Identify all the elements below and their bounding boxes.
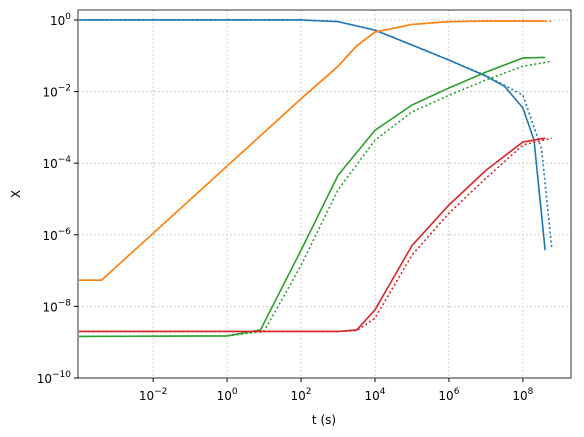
x-tick-label: 10−2 — [139, 387, 168, 403]
x-axis-label: t (s) — [312, 413, 336, 427]
x-tick-label: 108 — [512, 387, 533, 403]
series-line — [79, 20, 552, 281]
x-tick-label: 104 — [364, 387, 385, 403]
series-line — [79, 19, 553, 248]
y-tick-label: 10−6 — [42, 227, 71, 243]
y-tick-label: 10−2 — [42, 84, 71, 100]
y-tick-label: 10−8 — [42, 298, 71, 314]
plot-frame — [77, 9, 572, 379]
y-axis-label: X — [9, 190, 23, 198]
series-line — [79, 19, 546, 251]
series-line — [79, 137, 546, 333]
series-line — [79, 20, 546, 281]
x-tick-label: 100 — [217, 387, 238, 403]
x-tick-label: 106 — [438, 387, 459, 403]
x-tick-label: 102 — [291, 387, 312, 403]
series-line — [79, 60, 552, 338]
y-tick-label: 10−4 — [42, 155, 71, 171]
y-tick-label: 10−10 — [37, 370, 72, 386]
y-tick-label: 100 — [50, 12, 71, 28]
series-line — [79, 56, 546, 338]
